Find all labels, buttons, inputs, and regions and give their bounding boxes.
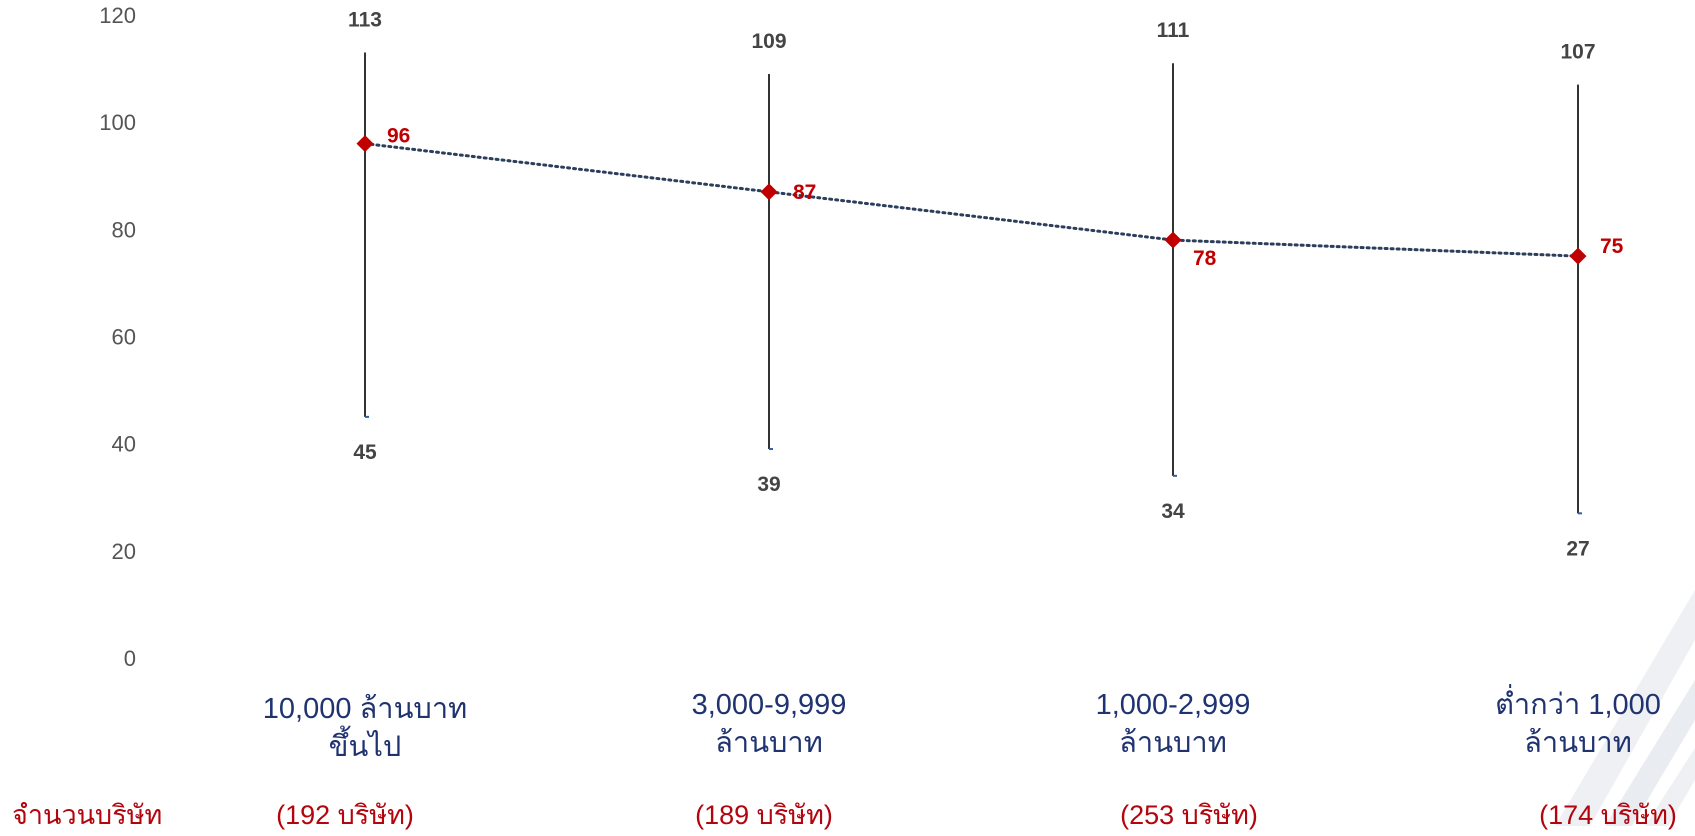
category-label-line: ขึ้นไป [328, 731, 402, 763]
high-value-label: 107 [1560, 41, 1595, 64]
trend-line [363, 142, 1580, 258]
value-labels: 113 45 109 39 111 34 107 27 96 87 78 75 [348, 9, 1624, 561]
average-value-label: 75 [1600, 235, 1624, 258]
y-tick-label: 20 [112, 539, 136, 564]
category-label: 10,000 ล้านบาทขึ้นไป [263, 690, 467, 766]
y-tick-label: 60 [112, 325, 136, 350]
category-label-line: ล้านบาท [715, 727, 823, 759]
y-tick-label: 120 [99, 3, 136, 28]
average-marker [356, 135, 374, 153]
low-value-label: 34 [1161, 500, 1185, 523]
y-tick-label: 0 [124, 646, 136, 671]
average-marker [760, 183, 778, 201]
category-label-line: ล้านบาท [1119, 727, 1227, 759]
high-value-label: 109 [751, 30, 786, 53]
category-label-line: 3,000-9,999 [691, 689, 847, 721]
y-tick-label: 100 [99, 110, 136, 135]
category-label-line: 10,000 ล้านบาท [262, 693, 468, 725]
high-value-label: 111 [1157, 19, 1190, 42]
low-value-label: 45 [353, 441, 377, 464]
category-label: 1,000-2,999 ล้านบาท [1096, 686, 1251, 762]
category-label-line: 1,000-2,999 [1095, 689, 1251, 721]
category-label: ต่ำกว่า 1,000 ล้านบาท [1495, 686, 1661, 762]
category-label: 3,000-9,999 ล้านบาท [692, 686, 847, 762]
company-count-label: (253 บริษัท) [1120, 800, 1258, 830]
y-tick-label: 40 [112, 432, 136, 457]
average-value-label: 96 [387, 125, 410, 148]
low-value-label: 27 [1566, 537, 1589, 560]
average-trend-line [363, 142, 1580, 258]
company-count-label: (189 บริษัท) [695, 800, 833, 830]
average-value-label: 78 [1193, 247, 1217, 270]
y-tick-label: 80 [112, 217, 136, 242]
average-markers [356, 135, 1587, 265]
y-axis: 0 20 40 60 80 100 120 [99, 3, 136, 671]
average-marker [1569, 247, 1587, 265]
category-label-line: ต่ำกว่า 1,000 [1495, 689, 1661, 721]
average-marker [1164, 231, 1182, 249]
average-value-label: 87 [793, 181, 816, 204]
company-count-label: (192 บริษัท) [276, 800, 414, 830]
high-value-label: 113 [348, 9, 382, 32]
range-lines [364, 52, 1582, 515]
count-row-label: จำนวนบริษัท [12, 800, 163, 830]
company-count-label: (174 บริษัท) [1539, 800, 1677, 830]
category-label-line: ล้านบาท [1524, 727, 1632, 759]
low-value-label: 39 [757, 473, 780, 496]
